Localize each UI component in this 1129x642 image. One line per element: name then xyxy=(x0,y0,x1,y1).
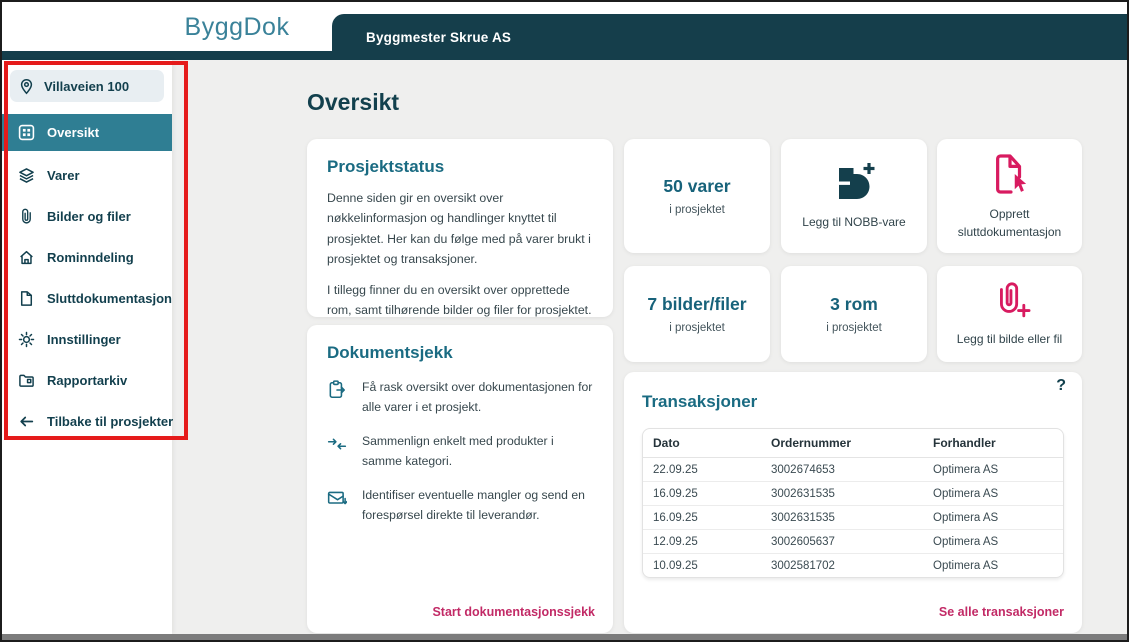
add-nobb-vare-button[interactable]: Legg til NOBB-vare xyxy=(781,139,927,253)
opprett-sluttdokumentasjon-button[interactable]: Opprett sluttdokumentasjon xyxy=(937,139,1082,253)
company-tab-label: Byggmester Skrue AS xyxy=(366,29,512,45)
sidebar-item-sluttdokumentasjon[interactable]: Sluttdokumentasjon xyxy=(2,278,172,319)
paperclip-plus-icon xyxy=(989,281,1031,321)
sidebar-item-rominndeling[interactable]: Rominndeling xyxy=(2,237,172,278)
stat-caption: i prosjektet xyxy=(826,322,882,334)
feature-row: Få rask oversikt over dokumentasjonen fo… xyxy=(327,378,593,417)
stat-card-rom: 3 rom i prosjektet xyxy=(781,266,927,362)
sidebar-item-varer[interactable]: Varer xyxy=(2,155,172,196)
project-name: Villaveien 100 xyxy=(44,78,130,94)
cell-forhandler: Optimera AS xyxy=(923,505,1063,530)
paperclip-icon xyxy=(18,208,35,225)
merge-arrows-icon xyxy=(327,434,347,454)
table-row[interactable]: 16.09.25 3002631535 Optimera AS xyxy=(643,505,1063,530)
prosjektstatus-card: Prosjektstatus Denne siden gir en oversi… xyxy=(307,139,613,317)
stat-value: 7 bilder/filer xyxy=(647,294,747,314)
table-row[interactable]: 12.09.25 3002605637 Optimera AS xyxy=(643,529,1063,554)
feature-row: Identifiser eventuelle mangler og send e… xyxy=(327,486,593,525)
sidebar-project-pill[interactable]: Villaveien 100 xyxy=(10,70,164,102)
transaksjoner-card: ? Transaksjoner Dato Ordernummer Forhand… xyxy=(624,372,1082,633)
stat-caption: i prosjektet xyxy=(669,204,725,216)
table-header-row: Dato Ordernummer Forhandler xyxy=(643,429,1063,458)
help-icon[interactable]: ? xyxy=(1056,377,1066,394)
cell-ordernummer: 3002674653 xyxy=(761,457,923,482)
cell-forhandler: Optimera AS xyxy=(923,457,1063,482)
feature-text: Få rask oversikt over dokumentasjonen fo… xyxy=(362,380,593,414)
feature-text: Identifiser eventuelle mangler og send e… xyxy=(362,488,585,522)
sidebar-item-label: Sluttdokumentasjon xyxy=(47,291,172,306)
sidebar-item-label: Bilder og filer xyxy=(47,209,131,224)
sidebar-item-oversikt[interactable]: Oversikt xyxy=(2,114,172,151)
table-row[interactable]: 10.09.25 3002581702 Optimera AS xyxy=(643,554,1063,578)
layers-icon xyxy=(18,167,35,184)
stat-card-bilder: 7 bilder/filer i prosjektet xyxy=(624,266,770,362)
sidebar: Villaveien 100 Oversikt Varer Bilder og … xyxy=(2,60,174,634)
sidebar-item-innstillinger[interactable]: Innstillinger xyxy=(2,319,172,360)
document-cursor-icon xyxy=(991,152,1029,196)
sidebar-item-label: Tilbake til prosjekter xyxy=(47,414,174,429)
cell-ordernummer: 3002631535 xyxy=(761,481,923,506)
cell-dato: 12.09.25 xyxy=(643,529,761,554)
column-header-ordernummer: Ordernummer xyxy=(761,429,923,458)
app-logo: ByggDok xyxy=(184,13,290,41)
cell-dato: 16.09.25 xyxy=(643,505,761,530)
sidebar-item-tilbake[interactable]: Tilbake til prosjekter xyxy=(2,401,174,442)
sidebar-item-label: Rominndeling xyxy=(47,250,134,265)
feature-row: Sammenlign enkelt med produkter i samme … xyxy=(327,432,593,471)
stat-value: 50 varer xyxy=(663,176,731,196)
table-row[interactable]: 22.09.25 3002674653 Optimera AS xyxy=(643,457,1063,482)
stat-value: 3 rom xyxy=(830,294,878,314)
dokumentsjekk-card: Dokumentsjekk Få rask oversikt over doku… xyxy=(307,325,613,633)
home-icon xyxy=(18,249,35,266)
sidebar-item-label: Varer xyxy=(47,168,80,183)
prosjektstatus-paragraph-1: Denne siden gir en oversikt over nøkkeli… xyxy=(327,191,591,266)
sidebar-item-rapportarkiv[interactable]: Rapportarkiv xyxy=(2,360,172,401)
grid-icon xyxy=(18,124,35,141)
cell-forhandler: Optimera AS xyxy=(923,529,1063,554)
folder-icon xyxy=(18,372,35,389)
cell-dato: 16.09.25 xyxy=(643,481,761,506)
sidebar-item-label: Oversikt xyxy=(47,125,100,140)
clipboard-arrow-icon xyxy=(327,380,347,400)
column-header-forhandler: Forhandler xyxy=(923,429,1063,458)
action-label: Opprett sluttdokumentasjon xyxy=(957,206,1062,239)
sidebar-item-label: Rapportarkiv xyxy=(47,373,128,388)
page-title: Oversikt xyxy=(307,89,400,115)
file-icon xyxy=(18,290,35,307)
stat-caption: i prosjektet xyxy=(669,322,725,334)
cell-ordernummer: 3002581702 xyxy=(771,559,835,572)
action-label: Legg til NOBB-vare xyxy=(802,214,906,229)
transaksjoner-title: Transaksjoner xyxy=(642,392,758,411)
dokumentsjekk-title: Dokumentsjekk xyxy=(327,343,453,362)
legg-til-bilde-button[interactable]: Legg til bilde eller fil xyxy=(937,266,1082,362)
start-dokumentasjonssjekk-link[interactable]: Start dokumentasjonssjekk xyxy=(432,605,595,619)
gear-icon xyxy=(18,331,35,348)
sidebar-item-bilder-og-filer[interactable]: Bilder og filer xyxy=(2,196,172,237)
cell-forhandler: Optimera AS xyxy=(933,559,999,572)
cell-dato: 22.09.25 xyxy=(643,457,761,482)
prosjektstatus-title: Prosjektstatus xyxy=(327,157,445,176)
cell-ordernummer: 3002605637 xyxy=(761,529,923,554)
arrow-left-icon xyxy=(18,413,35,430)
feature-text: Sammenlign enkelt med produkter i samme … xyxy=(362,434,554,468)
cell-forhandler: Optimera AS xyxy=(923,481,1063,506)
action-label: Legg til bilde eller fil xyxy=(956,331,1063,346)
bottom-scrollbar[interactable] xyxy=(2,634,1127,640)
se-alle-transaksjoner-link[interactable]: Se alle transaksjoner xyxy=(938,605,1064,619)
column-header-dato: Dato xyxy=(643,429,761,458)
envelope-arrow-icon xyxy=(327,488,348,508)
nobb-plus-icon xyxy=(831,162,877,204)
transactions-table: Dato Ordernummer Forhandler 22.09.25 300… xyxy=(642,428,1064,578)
stat-card-varer: 50 varer i prosjektet xyxy=(624,139,770,253)
sidebar-item-label: Innstillinger xyxy=(47,332,121,347)
prosjektstatus-paragraph-2: I tillegg finner du en oversikt over opp… xyxy=(327,283,592,318)
map-pin-icon xyxy=(18,78,35,95)
cell-ordernummer: 3002631535 xyxy=(761,505,923,530)
company-tab[interactable]: Byggmester Skrue AS xyxy=(332,14,1127,60)
cell-dato: 10.09.25 xyxy=(653,559,698,572)
table-row[interactable]: 16.09.25 3002631535 Optimera AS xyxy=(643,481,1063,506)
